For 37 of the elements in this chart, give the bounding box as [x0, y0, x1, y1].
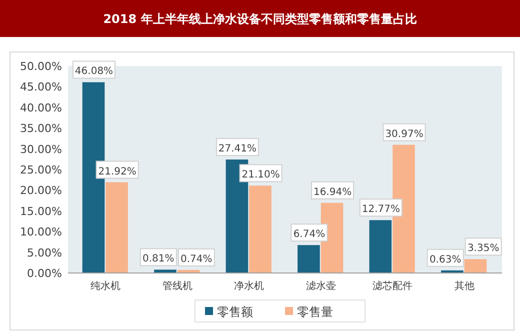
y-tick-label: 0.00% [27, 267, 62, 280]
y-tick-label: 35.00% [20, 122, 62, 136]
x-tick-label: 滤水壶 [306, 280, 336, 292]
y-tick-label: 45.00% [20, 80, 62, 94]
x-tick-label: 管线机 [162, 280, 192, 292]
data-label: 12.77% [362, 204, 400, 216]
legend-label: 零售额 [217, 305, 253, 319]
y-tick-label: 10.00% [20, 226, 62, 239]
bar [298, 245, 320, 273]
legend-label: 零售量 [297, 305, 333, 319]
data-label: 46.08% [74, 66, 114, 78]
y-tick-label: 40.00% [20, 101, 62, 114]
y-tick-label: 30.00% [20, 142, 62, 156]
y-tick-label: 50.00% [20, 60, 62, 73]
bar [249, 186, 272, 273]
x-tick-label: 净水机 [234, 280, 264, 292]
data-label: 0.81% [142, 254, 174, 265]
data-label: 0.74% [180, 254, 212, 265]
data-label: 27.41% [218, 144, 257, 155]
y-tick-label: 5.00% [27, 246, 62, 260]
y-tick-label: 20.00% [20, 184, 62, 198]
x-tick-label: 纯水机 [90, 280, 121, 292]
bar [106, 182, 128, 273]
data-label: 21.92% [98, 166, 136, 178]
bar [154, 270, 176, 273]
bar [369, 220, 392, 273]
data-label: 0.63% [429, 254, 462, 266]
data-label: 30.97% [385, 128, 424, 140]
y-tick-label: 25.00% [20, 164, 62, 176]
chart-title: 2018 年上半年线上净水设备不同类型零售额和零售量占比 [103, 12, 417, 26]
data-label: 6.74% [293, 229, 326, 240]
x-tick-label: 其他 [454, 280, 474, 292]
data-label: 3.35% [467, 243, 500, 254]
y-tick-label: 15.00% [20, 204, 62, 218]
x-tick-label: 滤芯配件 [372, 280, 413, 292]
data-label: 21.10% [242, 170, 280, 181]
data-label: 16.94% [313, 186, 352, 198]
